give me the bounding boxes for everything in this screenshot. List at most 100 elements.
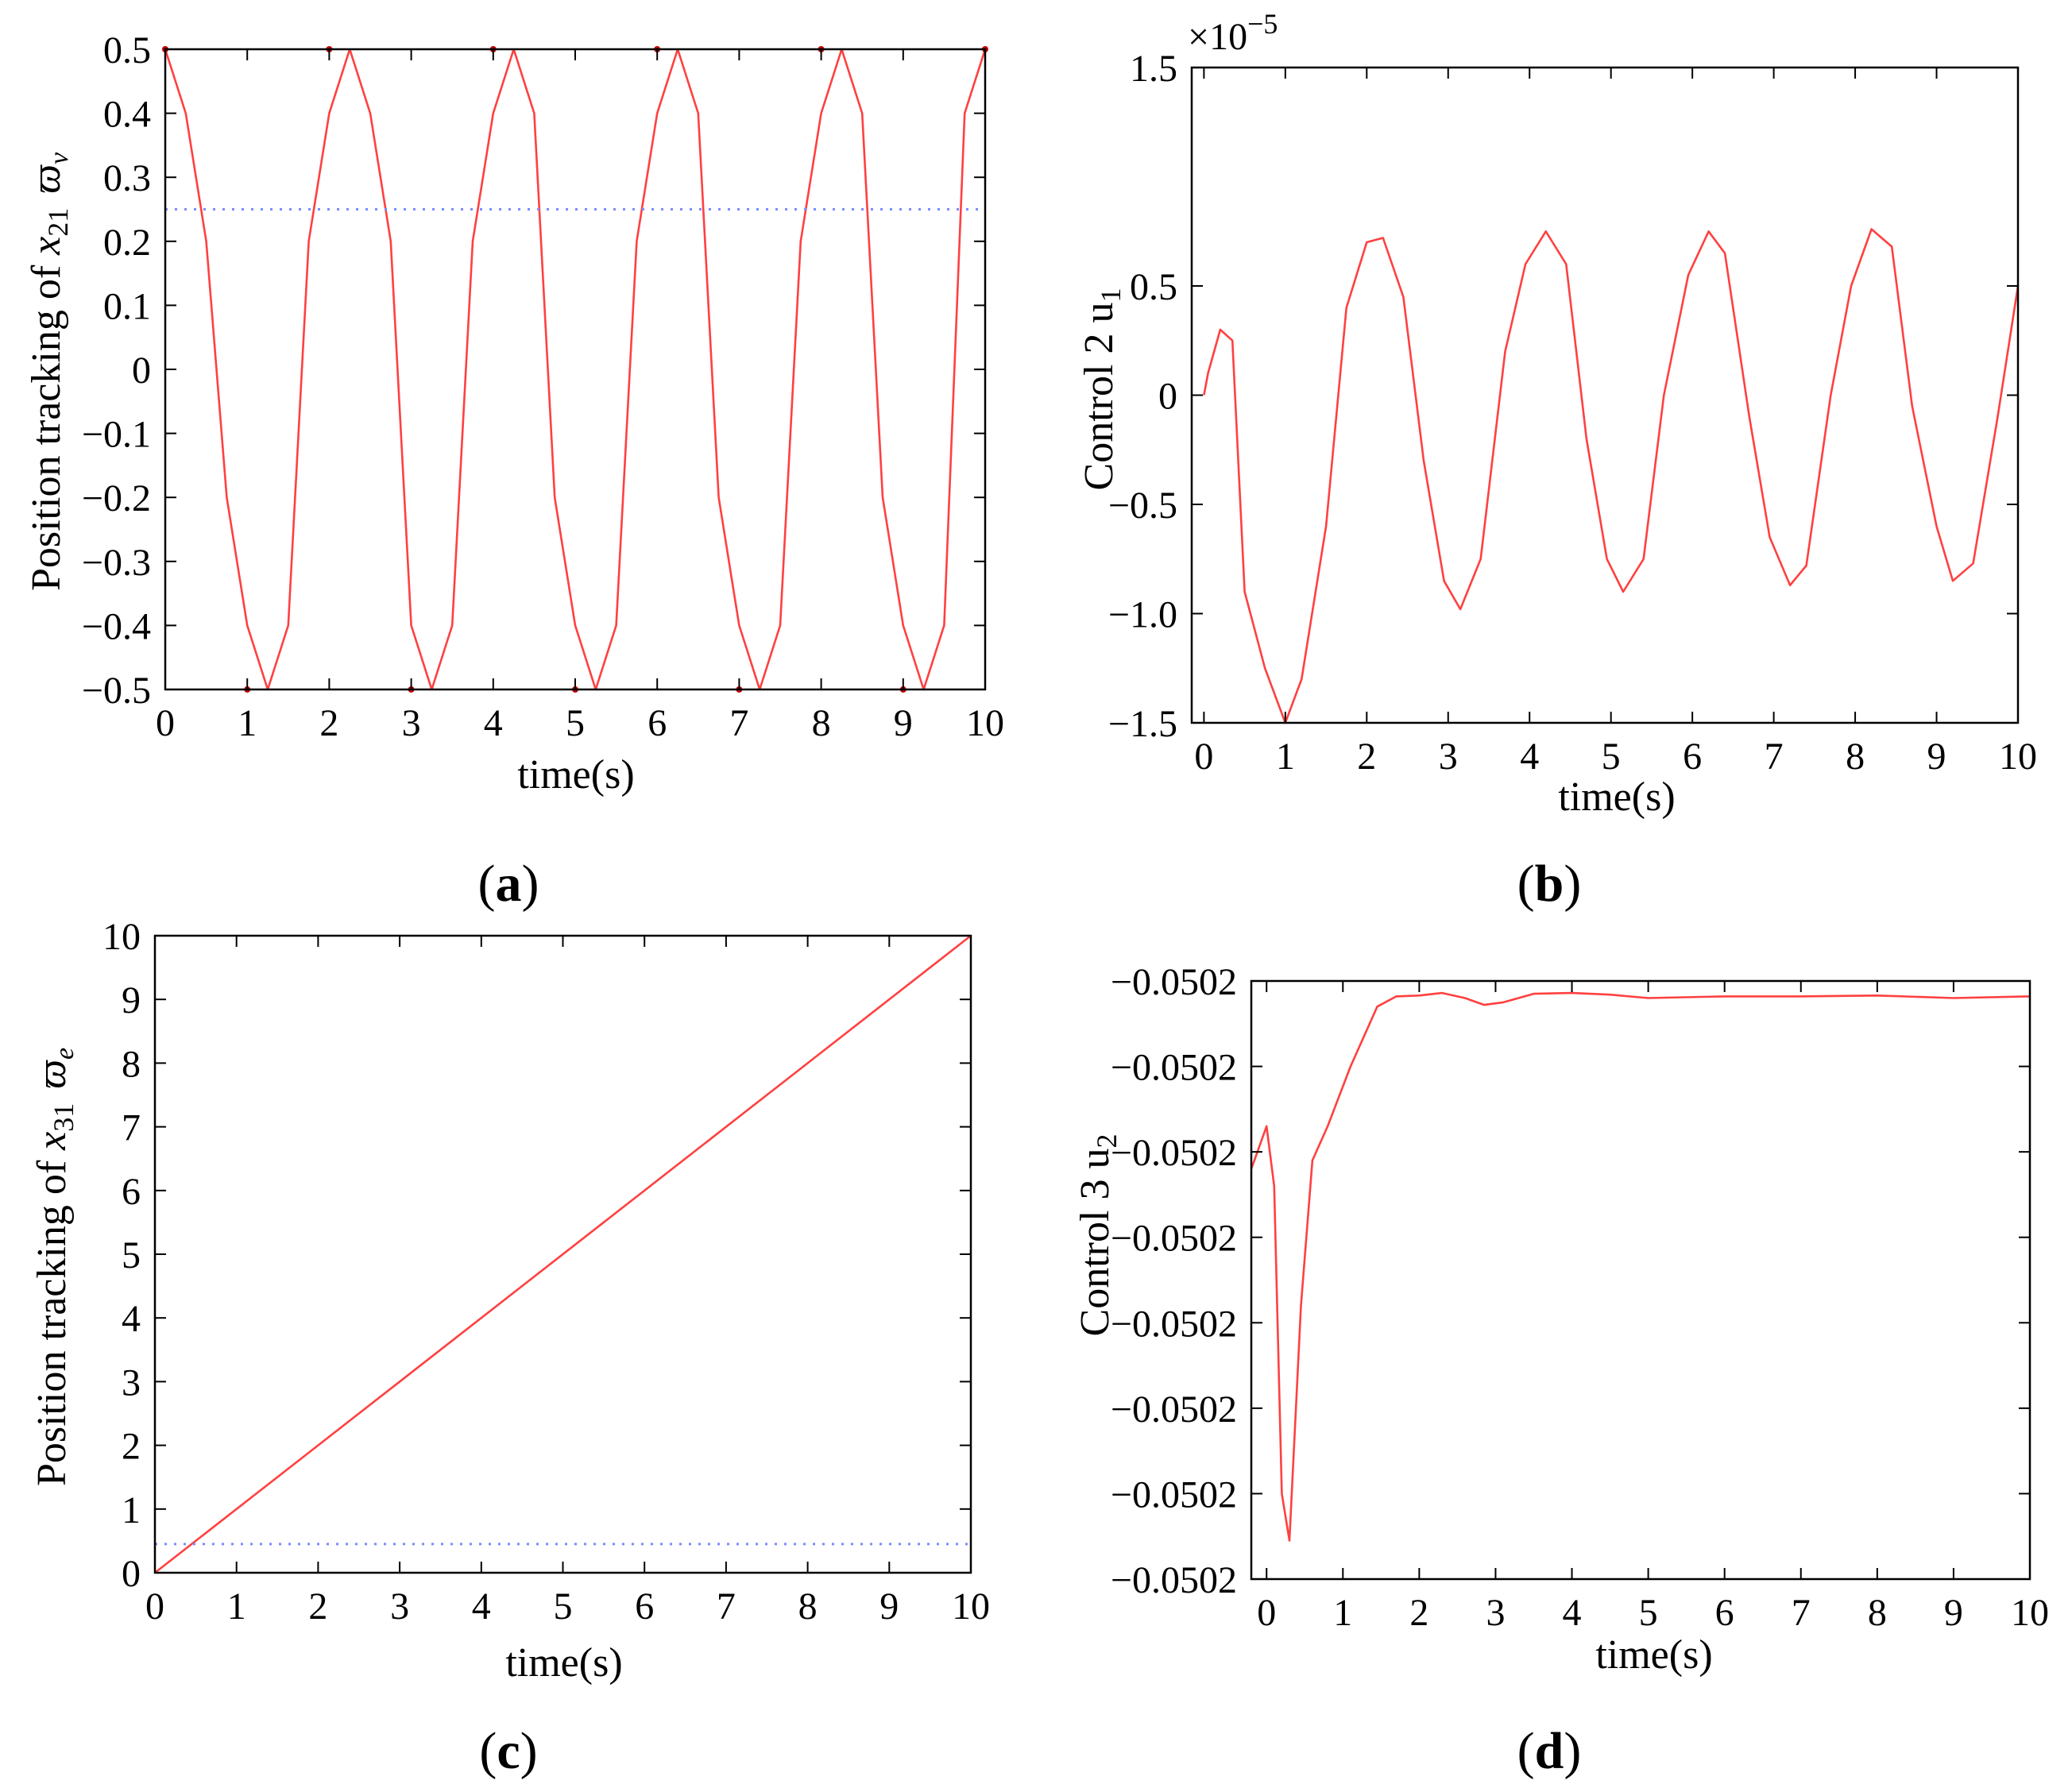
- chart-c-ytick-label: 6: [122, 1171, 141, 1213]
- chart-a-xtick-label: 6: [648, 702, 667, 744]
- chart-a-ytick-label: 0.5: [103, 29, 151, 71]
- chart-c-xtick-label: 0: [145, 1585, 164, 1628]
- chart-b-xtick-label: 2: [1357, 736, 1376, 778]
- chart-c-xtick-label: 6: [635, 1585, 654, 1628]
- chart-a-ytick-label: −0.2: [82, 477, 151, 519]
- chart-c-xtick-label: 5: [554, 1585, 573, 1628]
- chart-a-marks: [162, 46, 988, 693]
- chart-c-ytick-label: 1: [122, 1489, 141, 1531]
- chart-b-series-line-0: [1203, 228, 2020, 724]
- chart-c-xtick-label: 10: [952, 1585, 990, 1628]
- chart-c-xtick-label: 3: [390, 1585, 409, 1628]
- chart-d-xtick-label: 4: [1563, 1592, 1582, 1634]
- chart-a-ytick-label: −0.4: [82, 605, 151, 647]
- chart-d-xtick-label: 8: [1868, 1592, 1887, 1634]
- chart-c-series-line-0: [154, 934, 972, 1574]
- panel-label-c: (c): [479, 1722, 537, 1780]
- chart-c-xtick-label: 7: [717, 1585, 736, 1628]
- chart-d-ytick-label: −0.0502: [1111, 1303, 1237, 1345]
- chart-b-marks: [1203, 228, 2020, 724]
- chart-c-xtick-label: 1: [227, 1585, 246, 1628]
- chart-a-ytick-label: 0.1: [103, 285, 151, 327]
- chart-d-xtick-label: 7: [1792, 1592, 1811, 1634]
- chart-c-xtick-label: 4: [472, 1585, 491, 1628]
- chart-b-xtick-label: 4: [1520, 736, 1539, 778]
- chart-a-xlabel: time(s): [517, 752, 634, 797]
- chart-a-xtick-label: 1: [238, 702, 257, 744]
- chart-c-ticks: 0 1 2 3 4 5 6 7 8 9 10 0 1 2 3 4 5 6 7 8 9 10: [102, 916, 990, 1628]
- chart-b-ytick-label: −1.5: [1108, 703, 1177, 745]
- chart-a-ytick-label: −0.3: [82, 542, 151, 584]
- chart-c-xtick-label: 9: [879, 1585, 899, 1628]
- chart-a-xtick-label: 5: [566, 702, 585, 744]
- chart-a-ytick-label: 0: [132, 349, 151, 392]
- chart-d-ylabel: Control 3 u2: [1073, 1134, 1123, 1337]
- chart-d-xtick-label: 5: [1639, 1592, 1658, 1634]
- chart-c-ytick-label: 3: [122, 1361, 141, 1404]
- chart-d-xlabel: time(s): [1595, 1632, 1712, 1678]
- chart-b-ytick-label: −0.5: [1108, 485, 1177, 527]
- chart-d-xtick-label: 10: [2011, 1592, 2049, 1634]
- chart-b-ytick-label: 0: [1158, 376, 1177, 418]
- chart-a-ytick-label: 0.2: [103, 222, 151, 264]
- chart-d-marks: [1250, 991, 2031, 1542]
- chart-c-xtick-label: 8: [798, 1585, 818, 1628]
- chart-c-ytick-label: 9: [122, 979, 141, 1021]
- chart-b-exponent: ×10−5: [1188, 8, 1278, 58]
- chart-a-xtick-label: 2: [319, 702, 338, 744]
- chart-d-xtick-label: 1: [1333, 1592, 1352, 1634]
- chart-d-xtick-label: 6: [1715, 1592, 1734, 1634]
- chart-panel-d: 0 1 2 3 4 5 6 7 8 9 10 −0.0502 −0.0502 −0.0502 −0.0502…: [1073, 961, 2049, 1780]
- chart-d-ytick-label: −0.0502: [1111, 1132, 1237, 1174]
- chart-c-ytick-label: 5: [122, 1234, 141, 1276]
- chart-b-xtick-label: 6: [1683, 736, 1702, 778]
- panel-label-d: (d): [1517, 1722, 1582, 1780]
- chart-d-ytick-label: −0.0502: [1111, 1473, 1237, 1516]
- chart-d-series-line-0: [1250, 991, 2031, 1542]
- chart-d-xtick-label: 0: [1257, 1592, 1276, 1634]
- chart-b-ytick-label: 1.5: [1130, 48, 1177, 90]
- chart-a-series-line-0: [164, 48, 987, 691]
- chart-d-xtick-label: 9: [1944, 1592, 1963, 1634]
- chart-a-xtick-label: 8: [812, 702, 831, 744]
- chart-d-ytick-label: −0.0502: [1111, 1218, 1237, 1260]
- chart-a-ytick-label: 0.4: [103, 94, 151, 136]
- chart-c-xtick-label: 2: [308, 1585, 327, 1628]
- panel-label-a: (a): [478, 855, 539, 913]
- chart-d-plot-frame: [1250, 979, 2031, 1581]
- chart-d-ytick-label: −0.0502: [1111, 1388, 1237, 1431]
- chart-a-xtick-label: 3: [402, 702, 421, 744]
- chart-panel-c: 0 1 2 3 4 5 6 7 8 9 10 0 1 2 3 4 5 6 7 8 9 10 time(s) Positio…: [29, 916, 990, 1780]
- chart-c-ytick-label: 8: [122, 1043, 141, 1085]
- chart-b-xlabel: time(s): [1558, 774, 1675, 820]
- chart-c-ytick-label: 2: [122, 1426, 141, 1468]
- chart-b-xtick-label: 1: [1276, 736, 1295, 778]
- chart-d-ytick-label: −0.0502: [1111, 1559, 1237, 1601]
- chart-a-ytick-label: 0.3: [103, 157, 151, 199]
- chart-b-xtick-label: 8: [1846, 736, 1865, 778]
- chart-a-xtick-label: 9: [894, 702, 913, 744]
- chart-c-ytick-label: 7: [122, 1107, 141, 1149]
- chart-a-xtick-label: 10: [966, 702, 1004, 744]
- chart-c-marks: [154, 934, 972, 1574]
- chart-b-ylabel: Control 2 u1: [1077, 288, 1127, 491]
- chart-b-xtick-label: 0: [1194, 736, 1213, 778]
- chart-a-ticks: 0 1 2 3 4 5 6 7 8 9 10 0.5 0.4 0.3 0.2 0.1 0 −0.1 −0.2 −0.3…: [82, 29, 1004, 744]
- chart-b-xtick-label: 10: [1999, 736, 2037, 778]
- chart-b-ticks: 0 1 2 3 4 5 6 7 8 9 10 1.5 0.5 0 −0.5 −1.0 −1.5: [1108, 48, 2037, 778]
- chart-b-xtick-label: 7: [1765, 736, 1784, 778]
- chart-d-ticks: 0 1 2 3 4 5 6 7 8 9 10 −0.0502 −0.0502 −0.0502 −0.0502…: [1111, 961, 2049, 1634]
- chart-a-xtick-label: 7: [729, 702, 748, 744]
- chart-c-ylabel: Position tracking of x31ϖe: [29, 1048, 79, 1486]
- chart-b-xtick-label: 3: [1439, 736, 1458, 778]
- chart-d-xtick-label: 2: [1409, 1592, 1428, 1634]
- chart-a-xtick-label: 4: [484, 702, 503, 744]
- chart-b-xtick-label: 5: [1602, 736, 1621, 778]
- chart-c-ytick-label: 4: [122, 1298, 141, 1340]
- chart-panel-b: 0 1 2 3 4 5 6 7 8 9 10 1.5 0.5 0 −0.5 −1.0 −1.5 ×10−5 ti…: [1077, 8, 2037, 913]
- chart-d-ytick-label: −0.0502: [1111, 1047, 1237, 1089]
- chart-a-ylabel: Position tracking of x21ϖv: [24, 152, 74, 591]
- chart-d-ytick-label: −0.0502: [1111, 961, 1237, 1003]
- chart-c-ytick-label: 0: [122, 1553, 141, 1595]
